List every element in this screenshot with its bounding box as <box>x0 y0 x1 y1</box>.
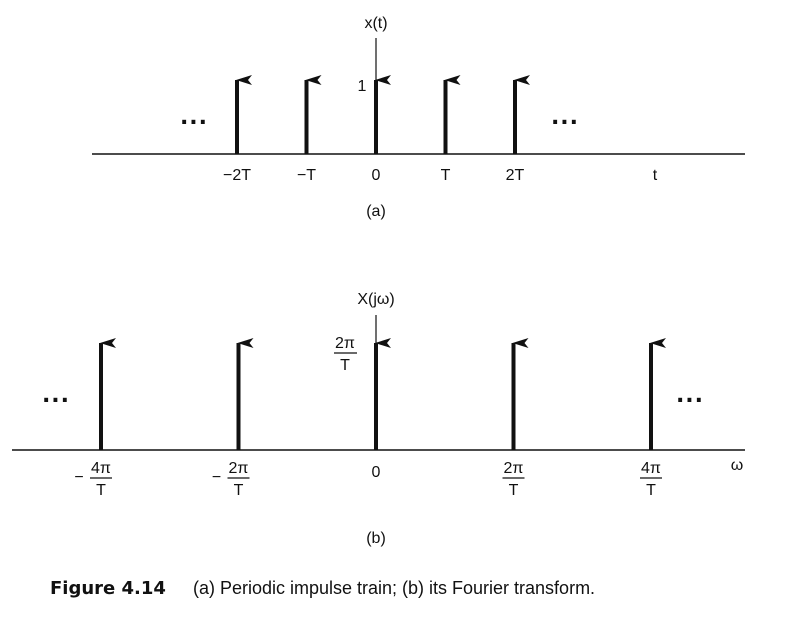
tick-numerator-b-3: 2π <box>504 460 524 477</box>
tick-sign-b-0: − <box>74 469 83 486</box>
tick-denominator-b-1: T <box>234 482 244 499</box>
height-numerator-b: 2π <box>335 335 355 352</box>
impulse-height-label-a: 1 <box>358 78 367 95</box>
x-axis-label-a: t <box>653 167 658 184</box>
caption-text: (a) Periodic impulse train; (b) its Four… <box>192 578 596 598</box>
impulse-series-a <box>235 75 530 154</box>
tick-numerator-b-1: 2π <box>229 460 249 477</box>
tick-denominator-b-3: T <box>509 482 519 499</box>
impulse-height-label-b: 2π T <box>334 335 357 374</box>
tick-denominator-b-0: T <box>96 482 106 499</box>
figure-number: Figure 4.14 <box>50 578 166 599</box>
ellipsis-right-a: ... <box>551 105 579 130</box>
tick-label-b-0: 4π T− <box>74 460 112 499</box>
x-axis-label-b: ω <box>731 457 744 474</box>
ellipsis-left-a: ... <box>180 105 208 130</box>
tick-label-b-1: 2π T− <box>212 460 250 499</box>
tick-label-a-0: −2T <box>223 167 251 184</box>
tick-label-b-4: 4π T <box>640 460 662 499</box>
tick-numerator-b-0: 4π <box>91 460 111 477</box>
tick-label-b-3: 2π T <box>502 460 525 499</box>
tick-label-a-1: −T <box>297 167 316 184</box>
figure-caption: Figure 4.14 (a) Periodic impulse train; … <box>50 578 595 599</box>
ellipsis-right-b: ... <box>676 383 704 408</box>
impulse-series-b <box>99 338 666 450</box>
tick-label-a-4: 2T <box>506 167 525 184</box>
y-axis-label-b: X(jω) <box>357 291 394 308</box>
tick-label-b-2: 0 <box>372 464 381 481</box>
tick-label-a-3: T <box>441 167 451 184</box>
tick-sign-b-1: − <box>212 469 221 486</box>
tick-denominator-b-4: T <box>646 482 656 499</box>
panel-a-sublabel: (a) <box>366 203 386 220</box>
tick-numerator-b-4: 4π <box>641 460 661 477</box>
y-axis-label-a: x(t) <box>364 15 387 32</box>
panel-b-sublabel: (b) <box>366 530 386 547</box>
tick-labels-a: −2T −T 0 T 2T <box>223 167 525 184</box>
height-denominator-b: T <box>340 357 350 374</box>
tick-zero-b-2: 0 <box>372 464 381 481</box>
ellipsis-left-b: ... <box>42 383 70 408</box>
tick-label-a-2: 0 <box>372 167 381 184</box>
panel-a: x(t) 1 t ... ... (a) −2T −T 0 T 2T <box>92 15 745 220</box>
